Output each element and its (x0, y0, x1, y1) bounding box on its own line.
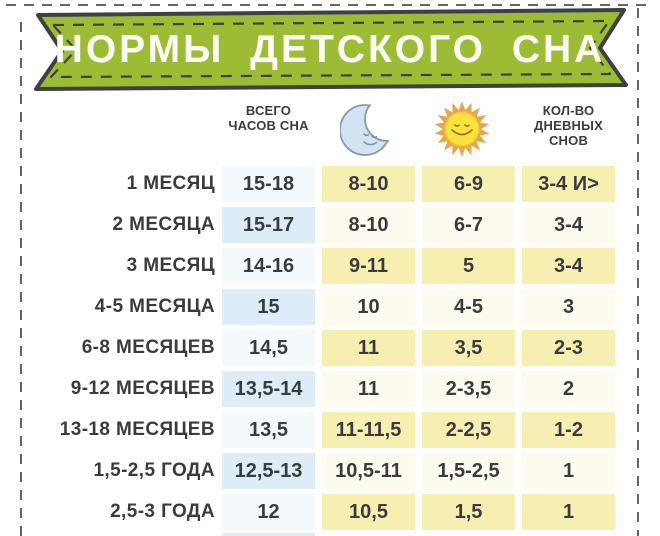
cell-total-hours: 14-16 (222, 248, 315, 284)
page-title: НОРМЫ ДЕТСКОГО СНА (54, 28, 606, 71)
cell-day-sleep: 4-5 (422, 289, 515, 325)
page-border-top (6, 4, 654, 6)
cell-naps-count: 3-4 И> (522, 166, 615, 202)
cell-total-hours: 14,5 (222, 330, 315, 366)
page-border-right (637, 8, 639, 536)
cell-total-hours: 12 (222, 494, 315, 530)
row-label: 2,5-3 ГОДА (110, 501, 215, 522)
table-row: 1,5-2,5 ГОДА 12,5-13 10,5-11 1,5-2,5 1 (20, 453, 640, 489)
cropped-next-row (222, 533, 315, 536)
cell-naps-count: 1 (522, 494, 615, 530)
table-row: 2,5-3 ГОДА 12 10,5 1,5 1 (20, 494, 640, 530)
cell-day-sleep: 1,5 (422, 494, 515, 530)
cell-day-sleep: 6-9 (422, 166, 515, 202)
cell-naps-count: 2-3 (522, 330, 615, 366)
cell-day-sleep: 2-3,5 (422, 371, 515, 407)
header-naps-count: КОЛ-ВО ДНЕВНЫХ СНОВ (534, 103, 603, 148)
row-label: 1,5-2,5 ГОДА (93, 460, 215, 481)
cell-naps-count: 3-4 (522, 207, 615, 243)
table-row: 13-18 МЕСЯЦЕВ 13,5 11-11,5 2-2,5 1-2 (20, 412, 640, 448)
sun-icon (432, 97, 492, 166)
header-total-hours: ВСЕГО ЧАСОВ СНА (228, 103, 309, 133)
row-label: 4-5 МЕСЯЦА (94, 296, 215, 317)
table-row: 2 МЕСЯЦА 15-17 8-10 6-7 3-4 (20, 207, 640, 243)
moon-icon (339, 99, 396, 166)
row-label: 1 МЕСЯЦ (126, 173, 215, 194)
cell-day-sleep: 5 (422, 248, 515, 284)
cell-total-hours: 15-18 (222, 166, 315, 202)
table-row: 4-5 МЕСЯЦА 15 10 4-5 3 (20, 289, 640, 325)
cell-night-sleep: 11 (322, 330, 415, 366)
ribbon-icon (34, 8, 628, 91)
table-row: 1 МЕСЯЦ 15-18 8-10 6-9 3-4 И> (20, 166, 640, 202)
table-row: 9-12 МЕСЯЦЕВ 13,5-14 11 2-3,5 2 (20, 371, 640, 407)
row-label: 3 МЕСЯЦ (126, 255, 215, 276)
cell-night-sleep: 8-10 (322, 166, 415, 202)
cell-day-sleep: 2-2,5 (422, 412, 515, 448)
cell-total-hours: 15 (222, 289, 315, 325)
cell-night-sleep: 11-11,5 (322, 412, 415, 448)
row-label: 13-18 МЕСЯЦЕВ (59, 419, 215, 440)
cell-night-sleep: 10,5-11 (322, 453, 415, 489)
table-row: 6-8 МЕСЯЦЕВ 14,5 11 3,5 2-3 (20, 330, 640, 366)
page-border-left (20, 22, 22, 536)
cell-night-sleep: 9-11 (322, 248, 415, 284)
cell-naps-count: 1-2 (522, 412, 615, 448)
cell-total-hours: 12,5-13 (222, 453, 315, 489)
cell-day-sleep: 3,5 (422, 330, 515, 366)
cell-day-sleep: 1,5-2,5 (422, 453, 515, 489)
title-banner: НОРМЫ ДЕТСКОГО СНА (22, 4, 638, 96)
cell-naps-count: 3 (522, 289, 615, 325)
sleep-table: 1 МЕСЯЦ 15-18 8-10 6-9 3-4 И> 2 МЕСЯЦА 1… (20, 166, 640, 535)
cell-total-hours: 13,5-14 (222, 371, 315, 407)
row-label: 6-8 МЕСЯЦЕВ (81, 337, 215, 358)
cell-night-sleep: 10,5 (322, 494, 415, 530)
cell-total-hours: 15-17 (222, 207, 315, 243)
row-label: 9-12 МЕСЯЦЕВ (70, 378, 215, 399)
cell-night-sleep: 10 (322, 289, 415, 325)
table-row: 3 МЕСЯЦ 14-16 9-11 5 3-4 (20, 248, 640, 284)
cell-naps-count: 2 (522, 371, 615, 407)
row-label: 2 МЕСЯЦА (112, 214, 215, 235)
cell-total-hours: 13,5 (222, 412, 315, 448)
cell-night-sleep: 8-10 (322, 207, 415, 243)
cell-naps-count: 3-4 (522, 248, 615, 284)
cell-night-sleep: 11 (322, 371, 415, 407)
cell-day-sleep: 6-7 (422, 207, 515, 243)
cell-naps-count: 1 (522, 453, 615, 489)
